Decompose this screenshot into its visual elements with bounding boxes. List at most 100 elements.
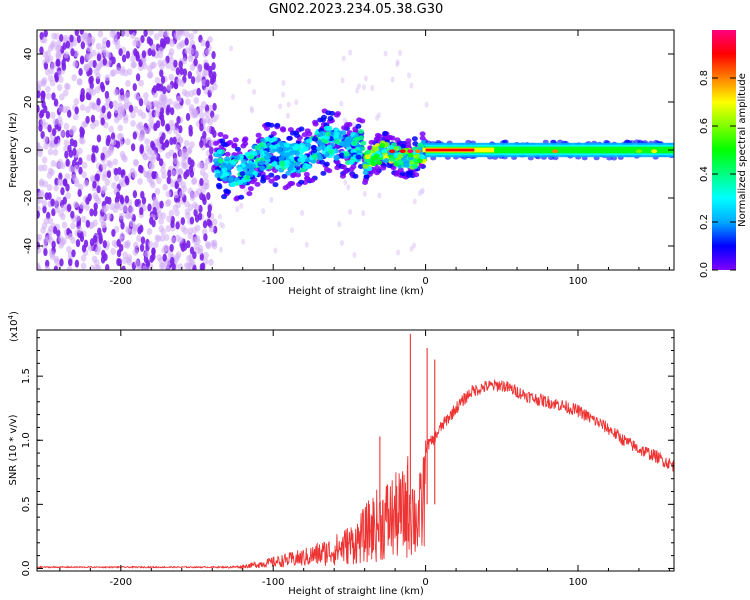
spectrogram-marks [37, 30, 674, 270]
spectrogram-cell [64, 173, 71, 181]
spectrogram-y-label: Frequency (Hz) [8, 112, 19, 188]
snr-multiplier-exp: 4 [7, 314, 15, 319]
spectrogram-cell [286, 101, 291, 108]
spectrogram-cell [91, 154, 96, 163]
spectrogram-cell [133, 159, 139, 167]
spectrogram-cell [241, 238, 246, 245]
spectrogram-cell [351, 140, 358, 146]
spectrogram-cell [120, 221, 125, 230]
spectrogram-cell [100, 84, 106, 93]
spectrogram-cell [122, 116, 129, 124]
snr-x-axis: -200 -100 0 100 [59, 330, 670, 588]
spectrogram-cell [286, 135, 293, 141]
spectrogram-cell [552, 149, 559, 153]
spectrogram-cell [124, 91, 131, 99]
spectrogram-cell [165, 123, 170, 132]
spectrogram-cell [360, 140, 367, 146]
spectrogram-cell [81, 171, 87, 179]
spectrogram-cell [207, 204, 213, 213]
spectrogram-cell [323, 166, 330, 172]
spectrogram-cell [218, 246, 223, 253]
spectrogram-cell [211, 51, 216, 60]
figure-title: GN02.2023.234.05.38.G30 [269, 2, 444, 17]
spectrogram-cell [54, 177, 59, 186]
spectrogram-cell [88, 101, 95, 109]
spectrogram-cell [186, 240, 191, 249]
spectrogram-cell [104, 178, 111, 186]
spectrogram-cell [204, 157, 211, 165]
spectrogram-cell [301, 154, 308, 160]
snr-line [37, 379, 674, 570]
spectrogram-cell [133, 48, 138, 57]
spectrogram-cell [254, 145, 261, 151]
spectrogram-cell [264, 136, 271, 142]
spectrogram-cell [274, 122, 281, 128]
spectrogram-cell [79, 104, 86, 112]
spectrogram-cell [159, 69, 164, 78]
spectrogram-cell [37, 90, 41, 99]
spectrogram-cell [54, 205, 61, 213]
spectrogram-cell [47, 148, 54, 156]
spectrogram-cell [37, 150, 43, 158]
spectrogram-cell [89, 174, 96, 182]
spectrogram-cell [247, 78, 252, 85]
spectrogram-cell [252, 170, 259, 176]
spectrogram-cell [136, 234, 142, 242]
spectrogram-cell [234, 155, 241, 161]
spectrogram-cell [327, 149, 334, 155]
spectrogram-cell [43, 142, 49, 150]
spectrogram-cell [184, 90, 190, 98]
spectrogram-cell [87, 244, 94, 252]
spectrogram-cell [270, 161, 277, 167]
spectrogram-cell [280, 127, 287, 133]
spectrogram-cell [92, 60, 97, 69]
spectrogram-cell [161, 172, 167, 180]
spectrogram-cell [405, 138, 412, 144]
spectrogram-cell [417, 142, 424, 148]
spectrogram-cell [63, 139, 70, 147]
spectrogram-cell [208, 139, 215, 147]
spectrogram-cell [190, 76, 196, 85]
spectrogram-cell [49, 111, 56, 119]
spectrogram-cell [132, 39, 138, 47]
spectrogram-cell [153, 123, 158, 132]
spectrogram-cell [252, 88, 257, 95]
spectrogram-cell [305, 142, 312, 148]
spectrogram-cell [339, 173, 346, 179]
spectrogram-cell [130, 120, 136, 128]
spectrogram-cell [189, 47, 195, 55]
spectrogram-cell [211, 218, 218, 226]
spectrogram-cell [285, 170, 292, 176]
spectrogram-cell [272, 176, 279, 182]
spectrogram-cell [194, 224, 201, 232]
spectrogram-cell [67, 144, 72, 153]
spectrogram-cell [182, 227, 189, 235]
spectrogram-cell [45, 92, 52, 100]
spectrogram-cell [121, 54, 127, 63]
spectrogram-cell [342, 169, 349, 175]
spectrogram-cell [53, 184, 59, 192]
spectrogram-cell [354, 136, 361, 142]
spectrogram-cell [181, 57, 188, 65]
spectrogram-cell [247, 186, 254, 192]
spectrogram-cell [75, 239, 81, 248]
spectrogram-cell [52, 118, 59, 126]
spectrogram-cell [50, 160, 57, 168]
spectrogram-cell [48, 141, 55, 149]
spectrogram-cell [294, 144, 301, 150]
spectrogram-cell [162, 86, 167, 95]
spectrogram-cell [104, 90, 110, 99]
spectrogram-cell [374, 170, 381, 176]
spectrogram-cell [107, 196, 112, 205]
spectrogram-cell [102, 146, 108, 154]
spectrogram-cell [326, 125, 333, 131]
spectrogram-cell [47, 75, 54, 83]
spectrogram-cell [419, 154, 426, 160]
spectrogram-cell [203, 251, 209, 259]
spectrogram-cell [170, 123, 176, 131]
spectrogram-cell [53, 98, 59, 107]
spectrogram-cell [184, 47, 191, 55]
spectrogram-cell [290, 173, 297, 179]
